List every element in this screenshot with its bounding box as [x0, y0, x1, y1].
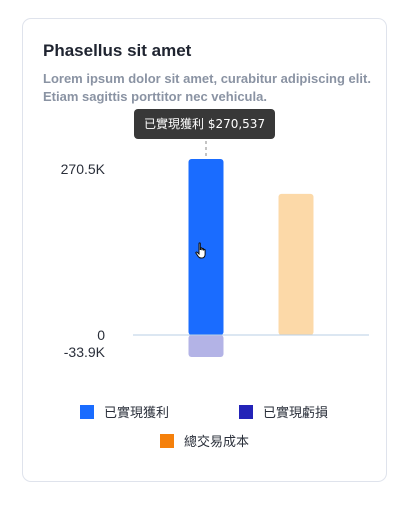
legend-swatch — [80, 404, 94, 419]
legend-label: 已實現獲利 — [104, 406, 170, 421]
legend-swatch — [160, 433, 174, 448]
bar[interactable] — [188, 159, 224, 335]
y-tick-label: 270.5K — [61, 161, 106, 177]
legend-swatch — [239, 404, 253, 419]
legend-item-realized-profit[interactable]: 已實現獲利 — [80, 402, 169, 421]
card-subtitle: Lorem ipsum dolor sit amet, curabitur ad… — [43, 71, 371, 104]
legend-label: 總交易成本 — [184, 435, 250, 450]
legend-label: 已實現虧損 — [263, 406, 329, 421]
chart-card: Phasellus sit amet Lorem ipsum dolor sit… — [22, 18, 387, 482]
legend-item-total-cost[interactable]: 總交易成本 — [160, 431, 249, 450]
chart-tooltip: 已實現獲利 $270,537 — [134, 109, 276, 139]
y-tick-label: -33.9K — [64, 344, 106, 360]
legend-item-realized-loss[interactable]: 已實現虧損 — [239, 402, 328, 421]
bars-group — [188, 159, 314, 358]
hand-pointer-icon — [194, 242, 210, 265]
bar-chart: 270.5K 0 -33.9K — [61, 141, 369, 360]
bar[interactable] — [188, 335, 224, 358]
y-tick-label: 0 — [97, 327, 105, 343]
card-title: Phasellus sit amet — [43, 41, 192, 60]
bar[interactable] — [278, 193, 314, 335]
